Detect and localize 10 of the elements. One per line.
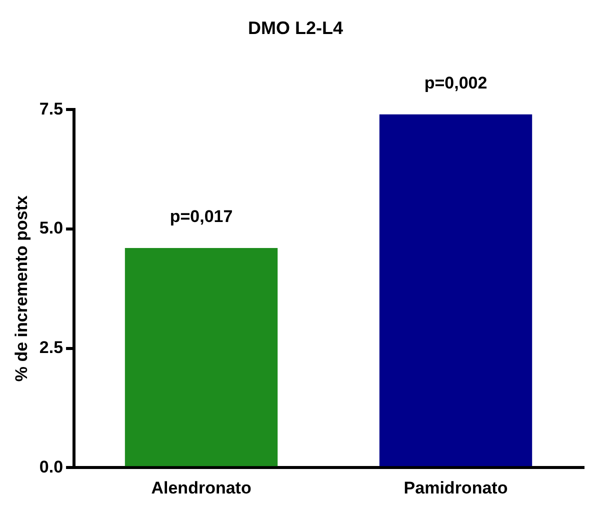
x-tick-label: Pamidronato bbox=[404, 478, 508, 498]
y-axis-title: % de incremento postx bbox=[12, 195, 31, 382]
y-tick-label: 7.5 bbox=[39, 99, 64, 118]
chart-title: DMO L2-L4 bbox=[248, 18, 344, 38]
annotation: p=0,002 bbox=[424, 74, 488, 93]
y-tick-label: 2.5 bbox=[39, 338, 64, 357]
x-tick-label: Alendronato bbox=[151, 478, 252, 498]
y-tick-label: 5.0 bbox=[39, 218, 64, 238]
y-tick-label: 0.0 bbox=[39, 457, 64, 476]
annotation: p=0,017 bbox=[170, 207, 233, 226]
